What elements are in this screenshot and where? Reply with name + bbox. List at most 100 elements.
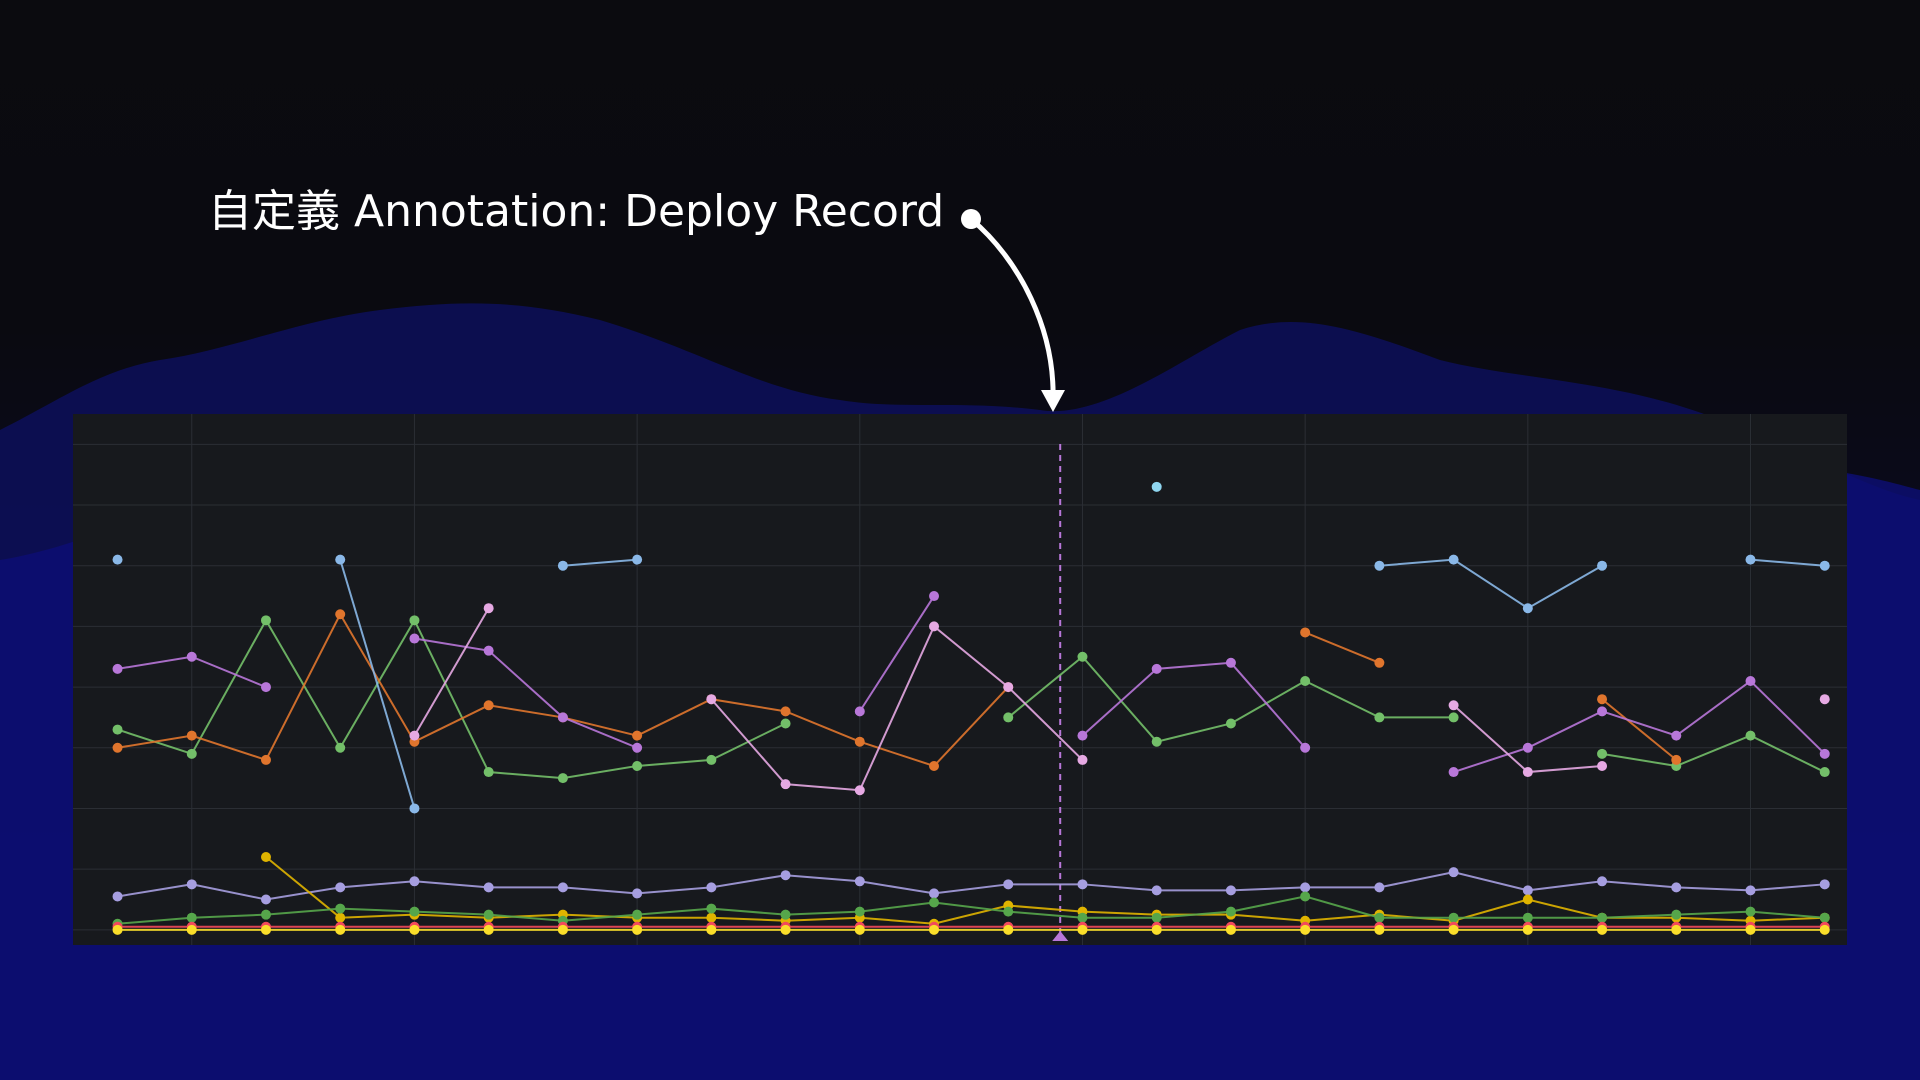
data-point: [409, 730, 420, 741]
data-point: [409, 906, 420, 917]
data-point: [632, 760, 643, 771]
data-point: [1374, 560, 1385, 571]
data-point: [780, 706, 791, 717]
data-point: [335, 903, 346, 914]
data-point: [1522, 924, 1533, 935]
data-point: [1597, 694, 1608, 705]
data-point: [335, 609, 346, 620]
data-point: [1448, 554, 1459, 565]
data-point: [1597, 706, 1608, 717]
data-point: [557, 560, 568, 571]
data-point: [112, 742, 123, 753]
data-point: [1374, 912, 1385, 923]
data-point: [1448, 867, 1459, 878]
data-point: [1671, 909, 1682, 920]
data-point: [483, 645, 494, 656]
annotation-marker: [1052, 931, 1069, 941]
plot: [73, 414, 1847, 945]
data-point: [780, 909, 791, 920]
data-point: [1819, 924, 1830, 935]
data-point: [780, 779, 791, 790]
data-point: [260, 615, 271, 626]
data-point: [929, 621, 940, 632]
data-point: [186, 730, 197, 741]
data-point: [1003, 924, 1014, 935]
data-point: [112, 924, 123, 935]
data-point: [1448, 712, 1459, 723]
data-point: [1077, 651, 1088, 662]
data-point: [1225, 924, 1236, 935]
data-point: [409, 633, 420, 644]
data-point: [186, 924, 197, 935]
data-point: [632, 742, 643, 753]
data-point: [112, 891, 123, 902]
data-point: [1225, 718, 1236, 729]
data-point: [1819, 767, 1830, 778]
data-point: [260, 894, 271, 905]
data-point: [706, 912, 717, 923]
data-point: [1597, 748, 1608, 759]
data-point: [780, 718, 791, 729]
data-point: [1374, 924, 1385, 935]
data-point: [1077, 924, 1088, 935]
data-point: [1671, 754, 1682, 765]
data-point: [1225, 657, 1236, 668]
data-point: [1522, 894, 1533, 905]
data-point: [1671, 924, 1682, 935]
data-point: [780, 870, 791, 881]
data-point: [409, 876, 420, 887]
data-point: [186, 879, 197, 890]
data-point: [260, 754, 271, 765]
data-point: [1819, 748, 1830, 759]
data-point: [1819, 694, 1830, 705]
data-point: [483, 700, 494, 711]
data-point: [1819, 560, 1830, 571]
data-point: [632, 909, 643, 920]
data-point: [260, 852, 271, 863]
data-point: [706, 694, 717, 705]
data-point: [854, 785, 865, 796]
data-point: [1522, 912, 1533, 923]
data-point: [335, 554, 346, 565]
data-point: [1003, 712, 1014, 723]
data-point: [186, 651, 197, 662]
data-point: [260, 682, 271, 693]
data-point: [1003, 906, 1014, 917]
data-point: [1300, 924, 1311, 935]
data-point: [483, 882, 494, 893]
data-point: [1522, 742, 1533, 753]
data-point: [929, 924, 940, 935]
data-point: [1448, 767, 1459, 778]
data-point: [112, 724, 123, 735]
data-point: [1597, 760, 1608, 771]
callout-arrowhead: [1041, 390, 1065, 412]
data-point: [112, 663, 123, 674]
data-point: [1597, 876, 1608, 887]
data-point: [1819, 879, 1830, 890]
data-point: [1151, 924, 1162, 935]
data-point: [260, 924, 271, 935]
data-point: [112, 554, 123, 565]
data-point: [335, 912, 346, 923]
data-point: [1671, 882, 1682, 893]
data-point: [557, 712, 568, 723]
data-point: [1819, 912, 1830, 923]
annotation-label: 自定義 Annotation: Deploy Record: [208, 186, 944, 237]
data-point: [1151, 912, 1162, 923]
data-point: [186, 748, 197, 759]
data-point: [483, 767, 494, 778]
data-point: [1225, 906, 1236, 917]
data-point: [1597, 912, 1608, 923]
data-point: [1077, 912, 1088, 923]
data-point: [1671, 730, 1682, 741]
data-point: [1300, 676, 1311, 687]
data-point: [1077, 879, 1088, 890]
data-point: [1003, 879, 1014, 890]
data-point: [557, 882, 568, 893]
data-point: [1745, 906, 1756, 917]
data-point: [632, 888, 643, 899]
data-point: [1745, 885, 1756, 896]
data-point: [335, 742, 346, 753]
data-point: [1225, 885, 1236, 896]
